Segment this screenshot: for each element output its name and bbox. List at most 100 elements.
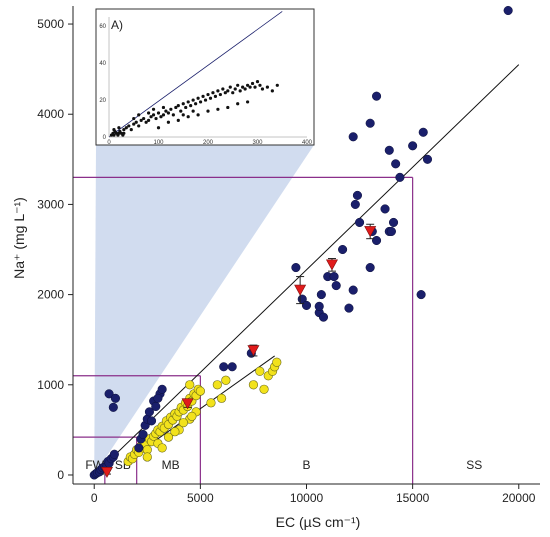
y-tick-label: 5000 bbox=[37, 17, 64, 31]
inset-data-point bbox=[164, 109, 168, 113]
inset-data-point bbox=[156, 111, 161, 115]
inset-data-point bbox=[243, 87, 247, 91]
inset-data-point bbox=[241, 85, 245, 89]
inset-data-point bbox=[191, 98, 195, 102]
inset-data-point bbox=[112, 128, 116, 132]
inset-data-point bbox=[236, 102, 240, 106]
data-point-mean bbox=[181, 398, 194, 410]
data-point-yellow bbox=[187, 411, 197, 421]
data-point-yellow bbox=[185, 380, 195, 390]
data-point-navy bbox=[316, 290, 326, 300]
inset-data-point bbox=[206, 109, 210, 113]
inset-data-point bbox=[223, 91, 227, 95]
data-point-yellow bbox=[170, 427, 180, 437]
data-point-navy bbox=[344, 303, 354, 313]
data-point-navy bbox=[110, 393, 121, 403]
data-point-navy bbox=[227, 362, 237, 372]
inset-data-point bbox=[137, 113, 141, 117]
inset-y-tick-label: 0 bbox=[103, 135, 107, 141]
data-point-navy bbox=[372, 235, 382, 246]
y-tick-label: 2000 bbox=[37, 288, 64, 302]
inset-data-point bbox=[186, 115, 190, 119]
inset-data-point bbox=[132, 116, 136, 121]
inset-layer: 0 100 200 300 400 0 20 40 60 A) bbox=[95, 8, 315, 146]
inset-data-point bbox=[194, 102, 198, 106]
data-point-mean bbox=[364, 226, 377, 238]
data-point-yellow bbox=[248, 380, 259, 390]
inset-data-point bbox=[166, 111, 170, 115]
data-point-navy bbox=[380, 204, 390, 214]
inset-data-point bbox=[258, 83, 262, 87]
inset-x-tick-label: 200 bbox=[203, 140, 214, 146]
y-tick-label: 1000 bbox=[37, 378, 64, 392]
inset-data-point bbox=[181, 102, 185, 106]
inset-data-point bbox=[161, 105, 166, 110]
inset-x-tick-label: 100 bbox=[153, 140, 164, 146]
data-point-navy bbox=[104, 389, 114, 399]
inset-x-tick-label: 300 bbox=[252, 140, 263, 146]
inset-x-tick-label: 400 bbox=[302, 140, 313, 146]
data-point-yellow bbox=[163, 432, 174, 442]
inset-data-point bbox=[179, 109, 183, 113]
data-point-navy bbox=[157, 384, 167, 394]
data-point-navy bbox=[329, 272, 339, 282]
inset-data-point bbox=[211, 91, 215, 95]
inset-data-point bbox=[270, 89, 274, 93]
inset-data-point bbox=[221, 87, 225, 91]
inset-data-point bbox=[176, 118, 180, 122]
data-point-yellow bbox=[178, 418, 188, 428]
inset-data-point bbox=[250, 81, 255, 86]
data-point-navy bbox=[219, 362, 229, 372]
data-point-navy bbox=[503, 5, 513, 16]
inset-data-point bbox=[181, 113, 185, 117]
data-point-yellow bbox=[272, 357, 282, 367]
data-point-yellow bbox=[142, 452, 152, 462]
zone-label: MB bbox=[162, 458, 180, 472]
zone-label: SS bbox=[466, 458, 482, 472]
inset-data-point bbox=[151, 107, 156, 111]
inset-data-point bbox=[233, 87, 237, 91]
inset-data-point bbox=[129, 128, 133, 132]
data-point-yellow bbox=[157, 443, 167, 453]
x-tick-label: 20000 bbox=[502, 491, 536, 505]
x-axis-title: EC (µS cm⁻¹) bbox=[276, 514, 361, 530]
inset-data-point bbox=[124, 126, 128, 130]
inset-data-point bbox=[238, 89, 242, 93]
inset-data-point bbox=[122, 128, 126, 132]
inset-data-point bbox=[226, 89, 230, 93]
inset-data-point bbox=[171, 113, 175, 117]
data-point-navy bbox=[388, 217, 399, 228]
inset-data-point bbox=[213, 94, 218, 98]
data-point-navy bbox=[395, 172, 405, 182]
data-point-navy bbox=[109, 449, 119, 459]
inset-data-point bbox=[236, 83, 240, 87]
data-point-yellow bbox=[195, 386, 205, 396]
inset-data-point bbox=[117, 126, 121, 130]
inset-data-point bbox=[198, 100, 203, 104]
data-point-navy bbox=[422, 154, 433, 164]
inset-data-point bbox=[208, 96, 213, 100]
inset-data-point bbox=[231, 91, 235, 95]
data-point-navy bbox=[418, 127, 428, 137]
x-tick-label: 5000 bbox=[187, 491, 214, 505]
data-point-navy bbox=[138, 429, 148, 439]
data-point-navy bbox=[416, 290, 426, 300]
data-point-navy bbox=[355, 217, 365, 228]
inset-data-point bbox=[137, 124, 141, 128]
inset-data-point bbox=[154, 116, 158, 121]
inset-data-point bbox=[147, 118, 151, 122]
axes-layer: 0 5000 10000 15000 2000001000200030004000500… bbox=[37, 6, 540, 505]
data-point-navy bbox=[134, 443, 144, 453]
inset-data-point bbox=[174, 105, 178, 110]
data-point-yellow bbox=[255, 366, 265, 376]
inset-data-point bbox=[127, 124, 131, 128]
y-tick-label: 0 bbox=[57, 468, 64, 482]
data-point-mean bbox=[100, 466, 113, 478]
data-point-navy bbox=[352, 190, 362, 200]
inset-label: A) bbox=[111, 18, 123, 32]
data-point-navy bbox=[338, 244, 348, 255]
y-tick-label: 4000 bbox=[37, 107, 64, 121]
inset-data-point bbox=[122, 131, 126, 135]
inset-y-tick-label: 60 bbox=[99, 24, 106, 30]
data-point-navy bbox=[408, 141, 418, 151]
